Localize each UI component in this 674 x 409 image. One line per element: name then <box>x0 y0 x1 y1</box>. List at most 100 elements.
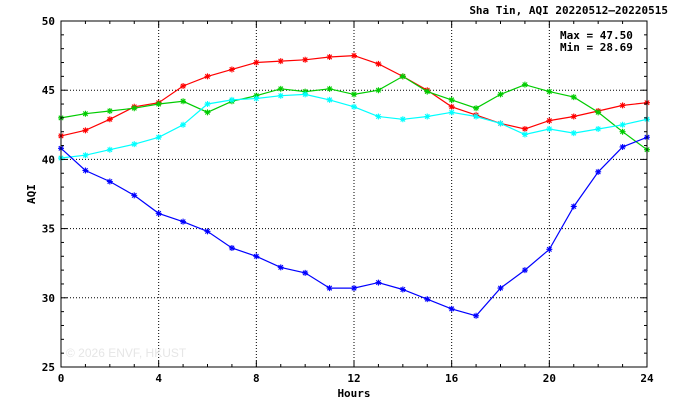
data-point <box>619 121 626 128</box>
data-point <box>155 134 162 141</box>
data-point <box>82 110 89 117</box>
x-tick-label: 0 <box>58 372 65 385</box>
data-point <box>448 109 455 116</box>
data-point <box>424 296 431 303</box>
data-point <box>619 128 626 135</box>
data-point <box>570 130 577 137</box>
y-axis-label: AQI <box>25 184 38 204</box>
data-point <box>326 96 333 103</box>
data-point <box>570 94 577 101</box>
x-tick-label: 4 <box>155 372 162 385</box>
x-tick-label: 20 <box>543 372 556 385</box>
data-point <box>228 66 235 73</box>
data-point <box>448 305 455 312</box>
x-axis-label: Hours <box>337 387 370 400</box>
data-point <box>106 178 113 185</box>
data-point <box>619 143 626 150</box>
stat-max: Max = 47.50 <box>560 29 633 42</box>
data-point <box>302 56 309 63</box>
data-point <box>351 91 357 98</box>
data-point <box>546 88 553 95</box>
data-point <box>448 96 455 103</box>
series-layer <box>58 52 650 319</box>
data-point <box>521 131 528 138</box>
data-point <box>180 98 187 105</box>
data-point <box>106 146 113 153</box>
data-point <box>521 125 528 132</box>
data-point <box>180 218 187 225</box>
data-point <box>106 116 113 123</box>
data-point <box>351 103 357 110</box>
data-point <box>155 210 162 217</box>
y-tick-label: 40 <box>42 153 55 166</box>
data-point <box>375 279 382 286</box>
series-3 <box>58 134 650 319</box>
data-point <box>326 53 333 60</box>
data-point <box>253 59 260 66</box>
data-point <box>399 73 406 80</box>
data-point <box>277 85 284 92</box>
chart-title: Sha Tin, AQI 20220512–20220515 <box>469 4 668 17</box>
data-point <box>82 127 89 134</box>
data-point <box>82 167 89 174</box>
data-point <box>228 96 235 103</box>
x-tick-label: 16 <box>445 372 459 385</box>
data-point <box>375 113 382 120</box>
data-point <box>228 244 235 251</box>
y-tick-label: 50 <box>42 15 55 28</box>
y-tick-label: 30 <box>42 292 55 305</box>
data-point <box>473 312 480 319</box>
data-point <box>204 228 211 235</box>
data-point <box>155 101 162 108</box>
data-point <box>82 152 89 159</box>
data-point <box>253 253 260 260</box>
data-point <box>326 285 333 292</box>
data-point <box>399 116 406 123</box>
data-point <box>546 117 553 124</box>
data-point <box>546 246 553 253</box>
data-point <box>277 264 284 271</box>
data-point <box>326 85 333 92</box>
data-point <box>106 107 113 114</box>
data-point <box>302 91 309 98</box>
data-point <box>375 60 382 67</box>
data-point <box>546 125 553 132</box>
axis-ticks: 0 4 8 12 16 20 24 25 30 35 40 45 50 <box>42 15 654 385</box>
data-point <box>180 83 187 90</box>
data-point <box>351 52 357 59</box>
y-tick-label: 25 <box>42 361 55 374</box>
data-point <box>448 103 455 110</box>
data-point <box>521 81 528 88</box>
data-point <box>302 269 309 276</box>
data-point <box>399 286 406 293</box>
series-2 <box>58 91 650 162</box>
x-tick-label: 24 <box>640 372 654 385</box>
grid-lines <box>61 21 647 367</box>
y-tick-label: 45 <box>42 84 55 97</box>
data-point <box>131 192 138 199</box>
data-point <box>570 203 577 210</box>
data-point <box>497 91 504 98</box>
data-point <box>277 92 284 99</box>
data-point <box>473 105 480 112</box>
x-tick-label: 12 <box>347 372 360 385</box>
data-point <box>204 101 211 108</box>
data-point <box>473 113 480 120</box>
data-point <box>595 109 602 116</box>
stat-min: Min = 28.69 <box>560 41 633 54</box>
data-point <box>204 109 211 116</box>
data-point <box>497 285 504 292</box>
data-point <box>595 168 602 175</box>
data-point <box>521 267 528 274</box>
data-point <box>131 141 138 148</box>
data-point <box>253 95 260 102</box>
data-point <box>497 120 504 127</box>
data-point <box>204 73 211 80</box>
data-point <box>277 58 284 65</box>
y-tick-label: 35 <box>42 223 55 236</box>
data-point <box>570 113 577 120</box>
data-point <box>595 125 602 132</box>
x-tick-label: 8 <box>253 372 260 385</box>
data-point <box>375 87 382 94</box>
